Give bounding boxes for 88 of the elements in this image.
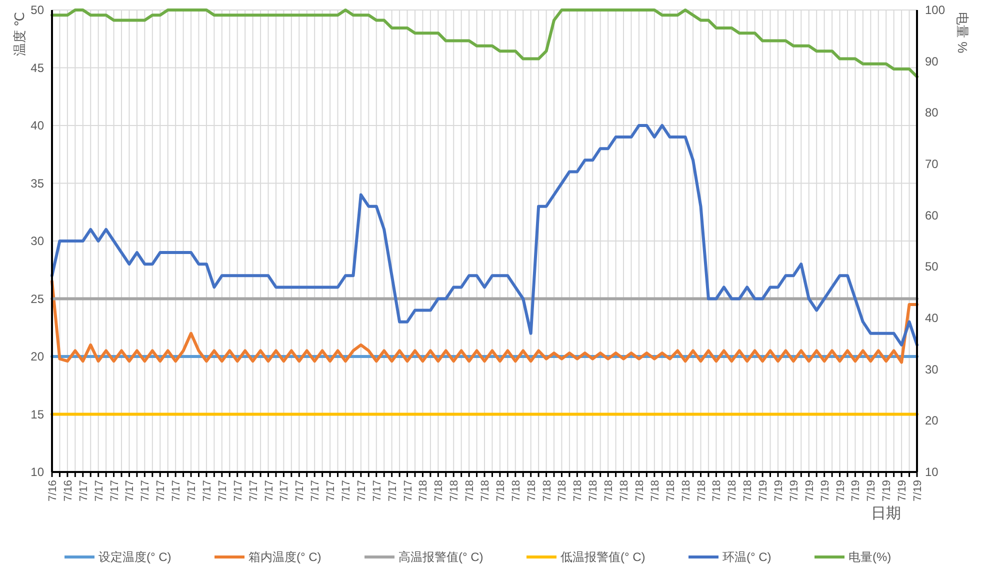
x-tick-label: 7/18 <box>541 480 554 502</box>
x-tick-label: 7/17 <box>278 480 291 502</box>
x-tick-label: 7/18 <box>418 480 430 502</box>
x-tick-label: 7/18 <box>556 480 569 502</box>
x-tick-label: 7/17 <box>386 480 399 502</box>
x-tick-label: 7/17 <box>310 480 322 502</box>
x-axis-title: 日期 <box>871 505 901 522</box>
x-tick-label: 7/18 <box>433 480 446 502</box>
x-tick-label: 7/19 <box>896 480 909 502</box>
y-tick-label: 10 <box>30 465 44 479</box>
x-tick-label: 7/17 <box>340 480 352 502</box>
x-tick-label: 7/18 <box>572 480 584 502</box>
x-tick-label: 7/18 <box>742 480 754 502</box>
line-series <box>50 8 918 78</box>
y2-tick-label: 20 <box>925 414 939 428</box>
y2-axis-title: 电量 % <box>955 12 970 54</box>
x-tick-label: 7/18 <box>464 480 476 502</box>
y-tick-label: 15 <box>30 407 44 422</box>
y-axis-title: 温度 ℃ <box>12 12 27 56</box>
x-tick-label: 7/17 <box>263 480 276 502</box>
x-tick-label: 7/17 <box>216 480 229 502</box>
x-tick-label: 7/17 <box>371 480 384 502</box>
x-tick-label: 7/19 <box>881 480 894 502</box>
x-tick-label: 7/17 <box>155 480 168 502</box>
y2-tick-label: 90 <box>925 54 939 68</box>
x-tick-label: 7/19 <box>804 480 816 502</box>
x-tick-label: 7/19 <box>788 480 800 502</box>
x-tick-label: 7/17 <box>248 480 260 502</box>
x-tick-label: 7/19 <box>834 480 847 502</box>
y-tick-label: 35 <box>30 176 44 190</box>
x-tick-label: 7/18 <box>510 480 522 502</box>
x-tick-label: 7/17 <box>356 480 368 502</box>
legend-label: 环温(° C) <box>722 550 772 564</box>
legend-label: 设定温度(° C) <box>98 550 172 564</box>
x-tick-label: 7/19 <box>850 480 862 502</box>
x-tick-label: 7/18 <box>680 480 692 502</box>
y-tick-label: 20 <box>30 350 44 364</box>
y2-tick-label: 50 <box>925 260 939 274</box>
x-tick-label: 7/19 <box>912 480 924 502</box>
x-tick-label: 7/18 <box>603 480 616 502</box>
x-tick-label: 7/19 <box>866 480 878 502</box>
legend-label: 低温报警值(° C) <box>560 550 646 564</box>
x-tick-label: 7/19 <box>819 480 832 502</box>
x-tick-label: 7/17 <box>140 480 152 502</box>
y2-tick-label: 60 <box>925 208 939 222</box>
x-tick-label: 7/18 <box>711 480 724 502</box>
x-tick-label: 7/17 <box>170 480 183 502</box>
x-tick-label: 7/17 <box>186 480 198 502</box>
y2-tick-label: 100 <box>925 3 946 17</box>
y-tick-label: 45 <box>30 60 44 75</box>
x-tick-label: 7/18 <box>618 480 631 502</box>
x-tick-label: 7/19 <box>758 480 770 502</box>
x-tick-label: 7/18 <box>494 480 507 502</box>
x-tick-label: 7/18 <box>634 480 646 502</box>
x-tick-label: 7/16 <box>47 480 59 502</box>
line-series <box>50 124 918 346</box>
x-tick-label: 7/18 <box>448 480 461 502</box>
x-tick-label: 7/17 <box>325 480 338 502</box>
legend-label: 高温报警值(° C) <box>398 550 484 564</box>
x-tick-label: 7/18 <box>649 480 662 502</box>
y-tick-label: 25 <box>30 292 44 306</box>
x-tick-label: 7/18 <box>696 480 708 502</box>
x-tick-label: 7/18 <box>588 480 600 502</box>
x-tick-label: 7/17 <box>124 480 136 502</box>
y2-tick-label: 80 <box>925 106 939 120</box>
x-tick-label: 7/18 <box>480 480 492 502</box>
x-tick-label: 7/18 <box>726 480 739 502</box>
x-tick-label: 7/16 <box>62 480 74 502</box>
y-tick-label: 30 <box>30 234 44 248</box>
y2-tick-label: 30 <box>925 362 939 376</box>
x-tick-label: 7/17 <box>294 480 306 502</box>
x-tick-label: 7/17 <box>108 480 121 502</box>
x-tick-label: 7/17 <box>93 480 106 502</box>
x-tick-label: 7/18 <box>526 480 538 502</box>
y-tick-label: 40 <box>30 118 44 132</box>
y2-tick-label: 40 <box>925 311 939 325</box>
x-tick-label: 7/18 <box>664 480 677 502</box>
x-tick-label: 7/17 <box>232 480 244 502</box>
legend-label: 箱内温度(° C) <box>248 550 322 564</box>
x-tick-label: 7/17 <box>402 480 414 502</box>
line-series <box>50 280 918 364</box>
y2-tick-label: 10 <box>925 465 939 479</box>
y2-tick-label: 70 <box>925 157 939 171</box>
legend-label: 电量(%) <box>848 550 892 564</box>
x-tick-label: 7/17 <box>201 480 214 502</box>
x-tick-label: 7/19 <box>772 480 785 502</box>
x-tick-label: 7/17 <box>78 480 90 502</box>
y-tick-label: 50 <box>30 3 44 17</box>
